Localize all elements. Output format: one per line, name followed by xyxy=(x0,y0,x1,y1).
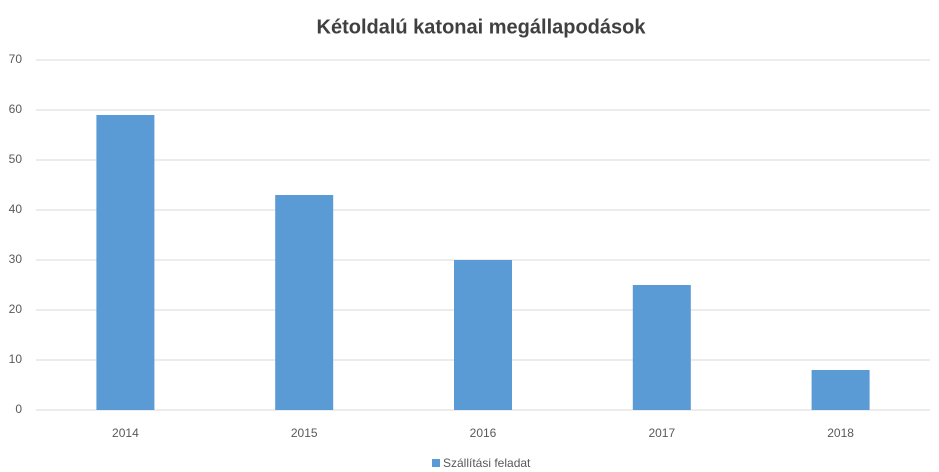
x-tick-label: 2015 xyxy=(291,426,318,440)
x-tick-label: 2017 xyxy=(648,426,675,440)
bar xyxy=(96,115,155,410)
y-tick-label: 10 xyxy=(9,352,23,366)
x-tick-label: 2018 xyxy=(827,426,854,440)
y-tick-label: 30 xyxy=(9,252,23,266)
bar xyxy=(275,195,334,410)
x-tick-label: 2014 xyxy=(112,426,139,440)
legend-swatch xyxy=(432,459,440,467)
chart-title: Kétoldalú katonai megállapodások xyxy=(317,16,647,38)
y-tick-label: 0 xyxy=(15,402,22,416)
y-tick-label: 70 xyxy=(9,52,23,66)
y-tick-label: 60 xyxy=(9,102,23,116)
bar xyxy=(811,370,870,410)
bar xyxy=(632,285,691,410)
y-tick-label: 40 xyxy=(9,202,23,216)
x-tick-label: 2016 xyxy=(470,426,497,440)
legend-label: Szállítási feladat xyxy=(443,456,531,470)
y-tick-label: 50 xyxy=(9,152,23,166)
bar xyxy=(454,260,512,410)
y-tick-label: 20 xyxy=(9,302,23,316)
